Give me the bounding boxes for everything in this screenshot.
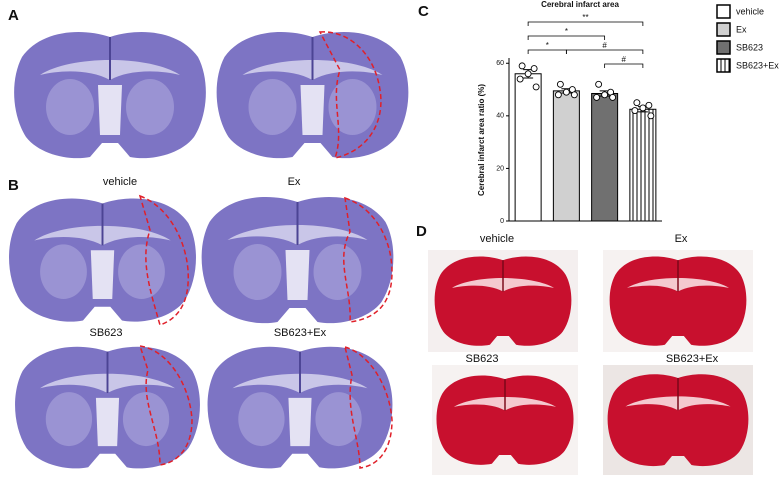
legend-swatch bbox=[716, 58, 731, 73]
infarct-outline bbox=[138, 345, 193, 466]
data-point bbox=[609, 93, 617, 101]
image-caption: Ex bbox=[288, 176, 301, 188]
legend-swatch bbox=[716, 22, 731, 37]
significance-label: # bbox=[602, 41, 607, 50]
ttc-brain-image bbox=[433, 255, 573, 347]
legend-label: SB623 bbox=[736, 42, 763, 52]
legend-swatch bbox=[716, 4, 731, 19]
data-point bbox=[556, 80, 564, 88]
data-point bbox=[554, 91, 562, 99]
infarct-outline bbox=[138, 194, 189, 326]
y-axis-label: Cerebral infarct area ratio (%) bbox=[477, 84, 486, 196]
significance-label: * bbox=[546, 41, 549, 50]
data-point bbox=[516, 75, 524, 83]
image-caption: SB623+Ex bbox=[666, 353, 719, 365]
panel-label: A bbox=[8, 7, 19, 24]
y-tick-label: 20 bbox=[496, 165, 504, 172]
data-point bbox=[633, 99, 641, 107]
panel-label: D bbox=[416, 223, 427, 240]
significance-label: ** bbox=[582, 13, 588, 22]
y-tick-label: 0 bbox=[500, 218, 504, 225]
data-point bbox=[518, 62, 526, 70]
data-point bbox=[639, 104, 647, 112]
data-point bbox=[601, 91, 609, 99]
infarct-outline bbox=[318, 31, 382, 160]
image-caption: vehicle bbox=[103, 176, 137, 188]
panel-label: B bbox=[8, 177, 19, 194]
data-point bbox=[595, 80, 603, 88]
image-caption: SB623+Ex bbox=[274, 327, 327, 339]
data-point bbox=[647, 112, 655, 120]
brain-image bbox=[14, 345, 201, 470]
image-caption: SB623 bbox=[89, 327, 122, 339]
data-point bbox=[524, 70, 532, 78]
infarct-outline bbox=[343, 345, 393, 469]
significance-bracket bbox=[527, 21, 644, 26]
panel-label: C bbox=[418, 3, 429, 20]
image-caption: SB623 bbox=[465, 353, 498, 365]
significance-bracket bbox=[527, 49, 567, 54]
legend-swatch bbox=[716, 40, 731, 55]
data-point bbox=[631, 107, 639, 115]
bar bbox=[514, 73, 542, 222]
significance-label: * bbox=[565, 27, 568, 36]
image-caption: vehicle bbox=[480, 233, 514, 245]
chart-title: Cerebral infarct area bbox=[541, 0, 619, 9]
bar bbox=[591, 92, 619, 222]
data-point bbox=[530, 65, 538, 72]
legend-label: vehicle bbox=[736, 6, 764, 16]
bar bbox=[552, 90, 580, 222]
ttc-brain-image bbox=[606, 373, 750, 467]
significance-bracket bbox=[527, 35, 606, 40]
brain-image bbox=[200, 195, 395, 325]
brain-image bbox=[206, 345, 394, 470]
legend-label: SB623+Ex bbox=[736, 60, 779, 70]
data-point bbox=[532, 83, 540, 91]
data-point bbox=[593, 93, 601, 101]
data-point bbox=[645, 101, 653, 109]
significance-label: # bbox=[622, 55, 627, 64]
brain-image bbox=[13, 30, 207, 160]
legend-label: Ex bbox=[736, 24, 747, 34]
data-point bbox=[570, 91, 578, 99]
y-tick-label: 40 bbox=[496, 113, 504, 120]
bar bbox=[629, 108, 657, 222]
brain-image bbox=[215, 30, 410, 160]
ttc-brain-image bbox=[608, 255, 748, 347]
ttc-brain-image bbox=[435, 374, 575, 466]
significance-bracket bbox=[565, 49, 644, 54]
image-caption: Ex bbox=[675, 233, 688, 245]
significance-bracket bbox=[604, 63, 644, 68]
data-point bbox=[562, 88, 570, 96]
y-tick-label: 60 bbox=[496, 60, 504, 67]
